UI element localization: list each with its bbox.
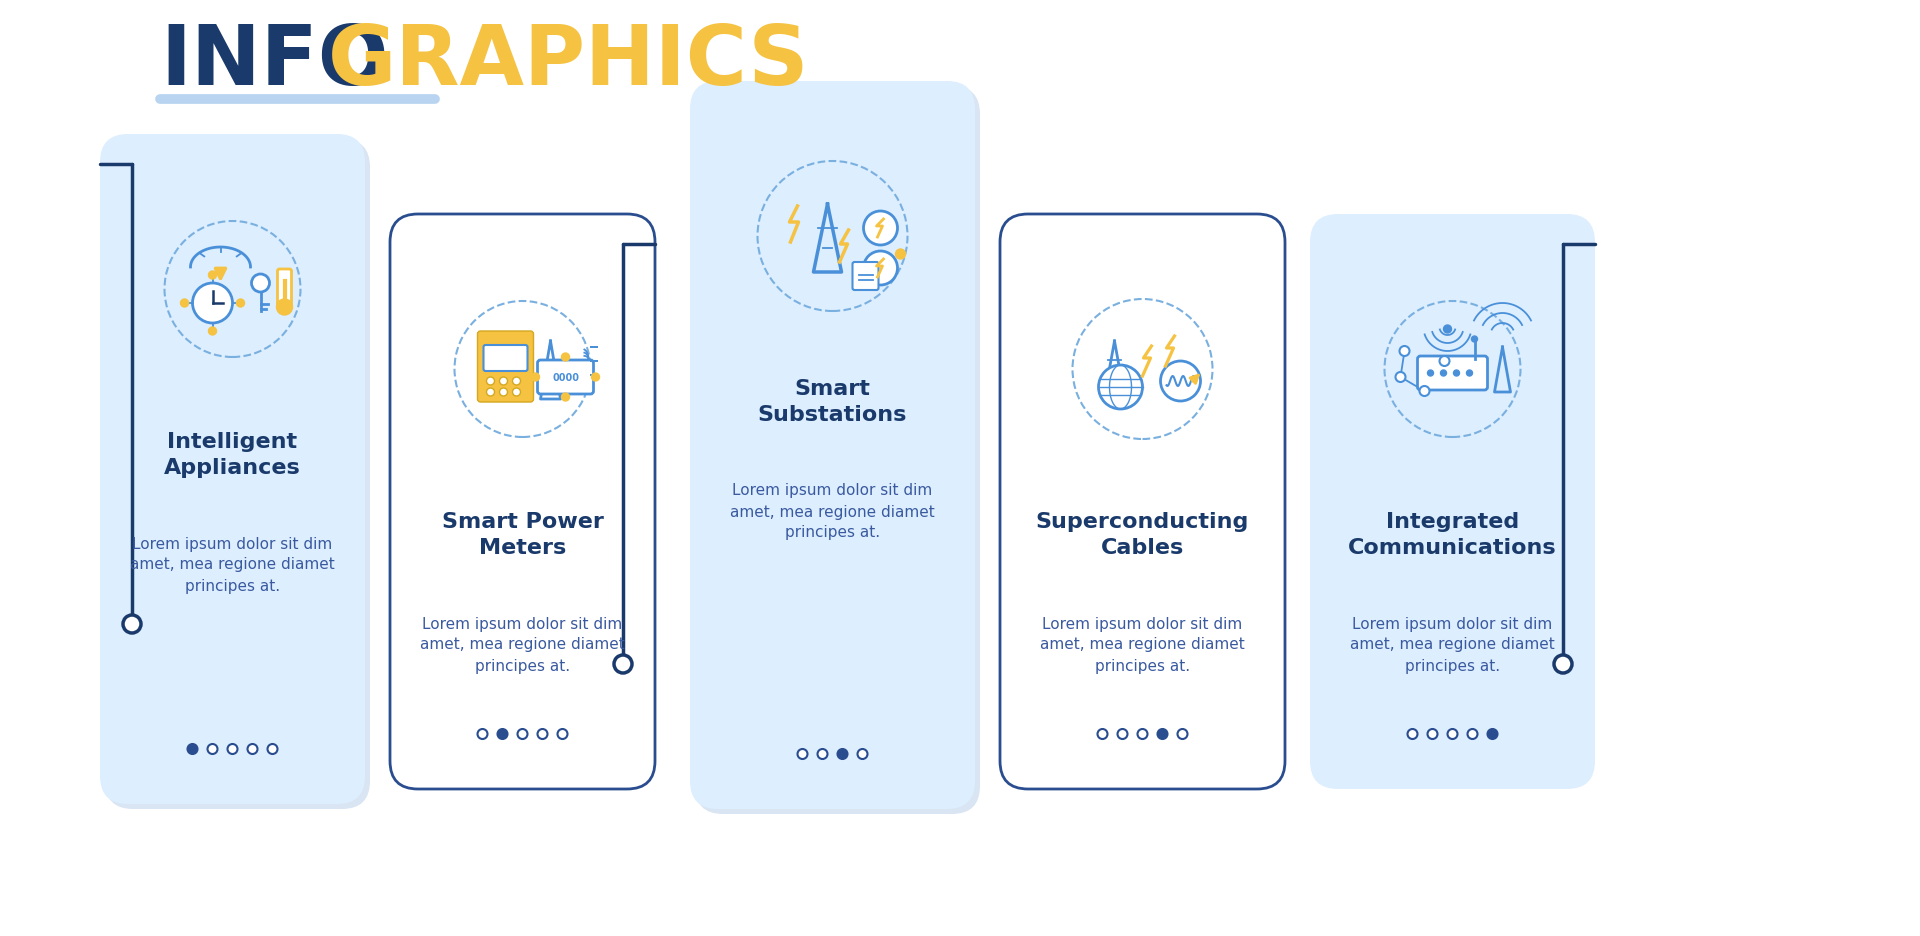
Circle shape bbox=[1427, 729, 1438, 739]
Circle shape bbox=[513, 388, 520, 397]
Circle shape bbox=[227, 744, 238, 754]
Circle shape bbox=[209, 328, 217, 336]
Circle shape bbox=[557, 729, 568, 739]
Circle shape bbox=[837, 749, 847, 759]
Text: Superconducting
Cables: Superconducting Cables bbox=[1035, 511, 1250, 558]
Circle shape bbox=[486, 388, 495, 397]
FancyBboxPatch shape bbox=[484, 345, 528, 372]
Circle shape bbox=[864, 252, 897, 285]
Text: INFO: INFO bbox=[159, 22, 388, 102]
Circle shape bbox=[267, 744, 278, 754]
Text: Integrated
Communications: Integrated Communications bbox=[1348, 511, 1557, 558]
Circle shape bbox=[207, 744, 217, 754]
FancyBboxPatch shape bbox=[689, 82, 975, 809]
Circle shape bbox=[864, 212, 897, 246]
Circle shape bbox=[1177, 729, 1187, 739]
Circle shape bbox=[797, 749, 808, 759]
Circle shape bbox=[486, 377, 495, 386]
FancyBboxPatch shape bbox=[852, 263, 879, 291]
Circle shape bbox=[532, 373, 540, 382]
Circle shape bbox=[1407, 729, 1417, 739]
Circle shape bbox=[236, 300, 244, 308]
Circle shape bbox=[1098, 729, 1108, 739]
FancyBboxPatch shape bbox=[1000, 214, 1284, 789]
Circle shape bbox=[499, 377, 507, 386]
Circle shape bbox=[818, 749, 828, 759]
Circle shape bbox=[614, 655, 632, 673]
Text: GRAPHICS: GRAPHICS bbox=[328, 22, 810, 102]
Circle shape bbox=[497, 729, 507, 739]
Circle shape bbox=[538, 729, 547, 739]
Text: Lorem ipsum dolor sit dim
amet, mea regione diamet
principes at.: Lorem ipsum dolor sit dim amet, mea regi… bbox=[730, 483, 935, 540]
Circle shape bbox=[1444, 326, 1452, 333]
Circle shape bbox=[518, 729, 528, 739]
Text: 0000: 0000 bbox=[553, 373, 580, 383]
Circle shape bbox=[192, 284, 232, 324]
FancyBboxPatch shape bbox=[538, 360, 593, 395]
FancyBboxPatch shape bbox=[278, 270, 292, 310]
Circle shape bbox=[1427, 371, 1434, 376]
Circle shape bbox=[1553, 655, 1572, 673]
Circle shape bbox=[895, 250, 906, 259]
FancyBboxPatch shape bbox=[100, 135, 365, 804]
Text: Lorem ipsum dolor sit dim
amet, mea regione diamet
principes at.: Lorem ipsum dolor sit dim amet, mea regi… bbox=[1041, 616, 1244, 673]
FancyBboxPatch shape bbox=[478, 331, 534, 402]
Text: Lorem ipsum dolor sit dim
amet, mea regione diamet
principes at.: Lorem ipsum dolor sit dim amet, mea regi… bbox=[1350, 616, 1555, 673]
Circle shape bbox=[591, 373, 599, 382]
Circle shape bbox=[1158, 729, 1167, 739]
Circle shape bbox=[1419, 387, 1430, 397]
Circle shape bbox=[1467, 371, 1473, 376]
Circle shape bbox=[1471, 337, 1478, 343]
Circle shape bbox=[1400, 346, 1409, 357]
Circle shape bbox=[1160, 361, 1200, 402]
Circle shape bbox=[252, 274, 269, 293]
Text: Lorem ipsum dolor sit dim
amet, mea regione diamet
principes at.: Lorem ipsum dolor sit dim amet, mea regi… bbox=[420, 616, 624, 673]
Circle shape bbox=[513, 377, 520, 386]
Circle shape bbox=[858, 749, 868, 759]
Text: Smart Power
Meters: Smart Power Meters bbox=[442, 511, 603, 558]
FancyBboxPatch shape bbox=[1417, 357, 1488, 390]
Circle shape bbox=[478, 729, 488, 739]
Circle shape bbox=[1448, 729, 1457, 739]
Circle shape bbox=[1137, 729, 1148, 739]
Circle shape bbox=[180, 300, 188, 308]
Circle shape bbox=[1440, 357, 1450, 367]
Circle shape bbox=[499, 388, 507, 397]
Text: Intelligent
Appliances: Intelligent Appliances bbox=[163, 431, 301, 477]
Circle shape bbox=[561, 393, 570, 402]
Circle shape bbox=[1488, 729, 1498, 739]
Circle shape bbox=[276, 300, 292, 315]
Circle shape bbox=[1453, 371, 1459, 376]
FancyBboxPatch shape bbox=[695, 87, 979, 814]
Circle shape bbox=[1117, 729, 1127, 739]
FancyBboxPatch shape bbox=[1309, 214, 1596, 789]
Circle shape bbox=[1396, 373, 1405, 383]
Circle shape bbox=[1098, 366, 1142, 410]
FancyBboxPatch shape bbox=[106, 139, 371, 809]
Circle shape bbox=[1440, 371, 1446, 376]
Circle shape bbox=[209, 271, 217, 280]
Text: Smart
Substations: Smart Substations bbox=[758, 378, 906, 425]
Circle shape bbox=[248, 744, 257, 754]
Circle shape bbox=[561, 354, 570, 361]
Circle shape bbox=[188, 744, 198, 754]
FancyBboxPatch shape bbox=[390, 214, 655, 789]
Circle shape bbox=[123, 615, 140, 634]
Text: Lorem ipsum dolor sit dim
amet, mea regione diamet
principes at.: Lorem ipsum dolor sit dim amet, mea regi… bbox=[131, 536, 334, 592]
Circle shape bbox=[1467, 729, 1478, 739]
